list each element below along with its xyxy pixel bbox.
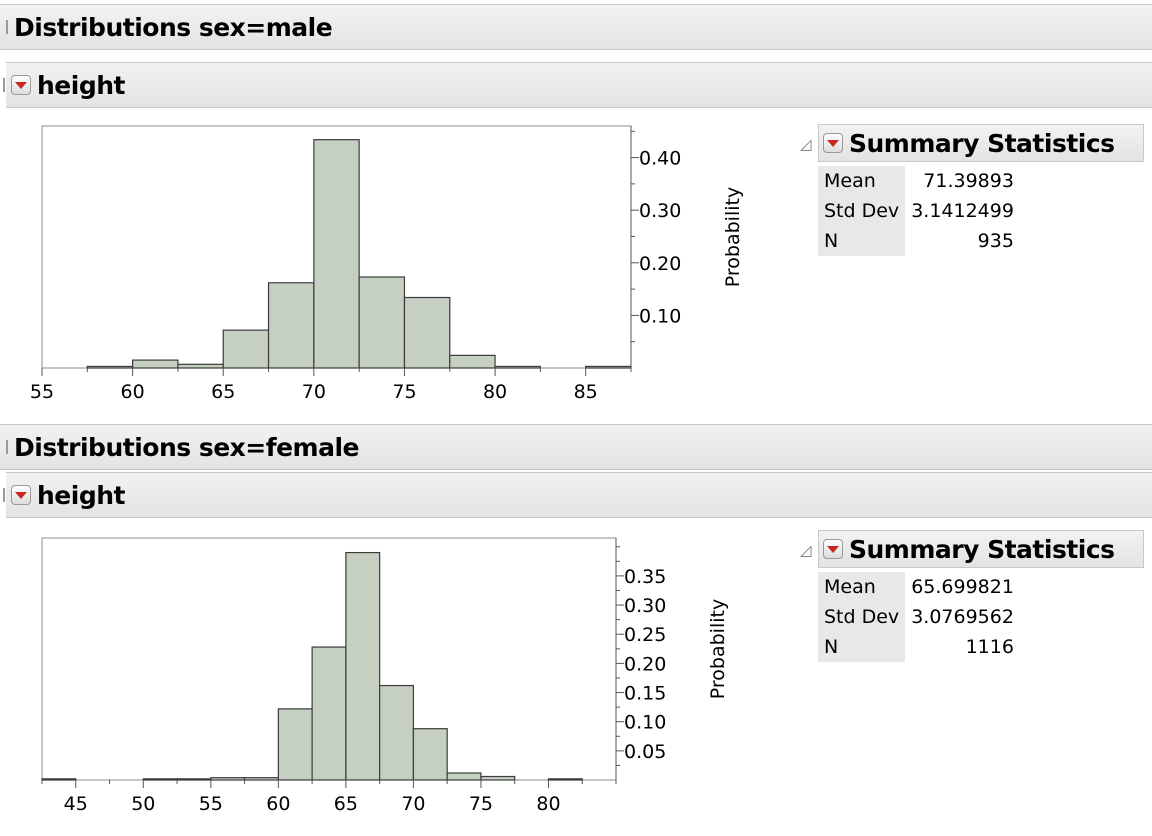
histogram-bar (379, 684, 415, 781)
x-tick-label: 75 (392, 381, 416, 403)
distribution-male-header[interactable]: Distributions sex=male (0, 4, 1152, 50)
summary-title: Summary Statistics (849, 128, 1115, 158)
histogram-bar (86, 365, 134, 369)
outline-tick (6, 440, 8, 454)
histogram-bar (480, 775, 516, 781)
histogram-bar (412, 728, 448, 781)
histogram-bar (403, 296, 451, 369)
histogram-bar (449, 354, 496, 369)
stat-label-n: N (818, 632, 906, 662)
histogram-male: 55 60 65 70 75 80 85 0.10 0.20 0.30 0.40 Probabilit… (30, 125, 744, 403)
summary-statistics-header[interactable]: Summary Statistics (818, 124, 1144, 162)
y-tick-label: 0.20 (639, 253, 681, 275)
table-row: N 1116 (818, 632, 1020, 662)
histogram-bar (494, 365, 541, 369)
stat-label-mean: Mean (818, 166, 906, 196)
x-tick-label: 45 (64, 793, 88, 815)
height-male-header[interactable]: height (3, 62, 1152, 108)
red-triangle-menu-icon[interactable] (11, 75, 31, 95)
x-tick-label: 55 (199, 793, 223, 815)
stat-value-n: 1116 (965, 636, 1014, 658)
x-tick-label: 60 (266, 793, 290, 815)
disclosure-icon[interactable]: ◿ (800, 135, 812, 153)
histogram-bar (243, 777, 279, 781)
outline-tick (3, 78, 5, 92)
outline-tick (3, 488, 5, 502)
table-row: Mean 65.699821 (818, 572, 1020, 602)
y-tick-label: 0.35 (624, 566, 666, 588)
histogram-bar (547, 778, 583, 781)
stat-value-mean: 65.699821 (911, 576, 1014, 598)
stat-value-std-dev: 3.1412499 (911, 200, 1014, 222)
stat-label-mean: Mean (818, 572, 906, 602)
histogram-bar (132, 359, 179, 369)
y-tick-label: 0.30 (639, 200, 681, 222)
summary-title: Summary Statistics (849, 534, 1115, 564)
histogram-bar (277, 708, 313, 781)
x-tick-label: 65 (211, 381, 235, 403)
y-tick-label: 0.05 (624, 741, 666, 763)
table-row: Mean 71.39893 (818, 166, 1020, 196)
histogram-bar (142, 778, 178, 781)
distribution-title: Distributions sex=male (14, 12, 333, 42)
stat-value-mean: 71.39893 (923, 170, 1014, 192)
x-tick-label: 55 (30, 381, 54, 403)
histogram-bar (210, 777, 246, 781)
distribution-female-header[interactable]: Distributions sex=female (0, 424, 1152, 470)
stat-label-n: N (818, 226, 906, 256)
x-tick-label: 85 (574, 381, 598, 403)
histogram-bar (177, 363, 224, 369)
variable-title: height (37, 480, 125, 510)
histogram-bar (267, 282, 315, 369)
outline-tick (6, 20, 8, 34)
x-tick-label: 70 (302, 381, 326, 403)
variable-title: height (37, 70, 125, 100)
y-tick-label: 0.10 (624, 712, 666, 734)
summary-statistics-male: Summary Statistics Mean 71.39893 Std Dev… (818, 124, 1144, 256)
table-row: Std Dev 3.0769562 (818, 602, 1020, 632)
y-tick-label: 0.20 (624, 653, 666, 675)
summary-statistics-female: Summary Statistics Mean 65.699821 Std De… (818, 530, 1144, 662)
red-triangle-menu-icon[interactable] (823, 539, 843, 559)
histogram-female: 45 50 55 60 65 70 75 80 0.05 0.10 0.15 0.20 0.25 0.30… (41, 537, 729, 815)
y-axis-label: Probability (722, 187, 744, 287)
y-tick-label: 0.10 (639, 305, 681, 327)
histogram-bar (313, 139, 360, 369)
table-row: Std Dev 3.1412499 (818, 196, 1020, 226)
stat-value-std-dev: 3.0769562 (911, 606, 1014, 628)
x-tick-label: 80 (536, 793, 560, 815)
table-row: N 935 (818, 226, 1020, 256)
stat-value-n: 935 (977, 230, 1014, 252)
x-tick-label: 50 (131, 793, 155, 815)
histogram-bar (41, 778, 77, 781)
distribution-title: Distributions sex=female (14, 432, 360, 462)
histogram-bar (345, 551, 381, 781)
summary-statistics-header[interactable]: Summary Statistics (818, 530, 1144, 568)
x-tick-label: 70 (401, 793, 425, 815)
histogram-bar (222, 329, 270, 369)
red-triangle-menu-icon[interactable] (11, 485, 31, 505)
y-tick-label: 0.40 (639, 148, 681, 170)
x-tick-label: 80 (483, 381, 507, 403)
histogram-bar (446, 772, 482, 781)
histogram-bar (176, 778, 212, 781)
histogram-bar (311, 646, 347, 781)
red-triangle-menu-icon[interactable] (823, 133, 843, 153)
y-tick-label: 0.15 (624, 683, 666, 705)
histogram-bar (585, 365, 632, 369)
stat-label-std-dev: Std Dev (818, 196, 906, 226)
y-axis-label: Probability (707, 599, 729, 699)
stat-label-std-dev: Std Dev (818, 602, 906, 632)
summary-table: Mean 71.39893 Std Dev 3.1412499 N 935 (818, 166, 1020, 256)
y-tick-label: 0.25 (624, 624, 666, 646)
height-female-header[interactable]: height (3, 472, 1152, 518)
x-tick-label: 75 (469, 793, 493, 815)
x-tick-label: 65 (334, 793, 358, 815)
y-tick-label: 0.30 (624, 595, 666, 617)
summary-table: Mean 65.699821 Std Dev 3.0769562 N 1116 (818, 572, 1020, 662)
disclosure-icon[interactable]: ◿ (800, 541, 812, 559)
histogram-bar (358, 276, 406, 369)
x-tick-label: 60 (121, 381, 145, 403)
